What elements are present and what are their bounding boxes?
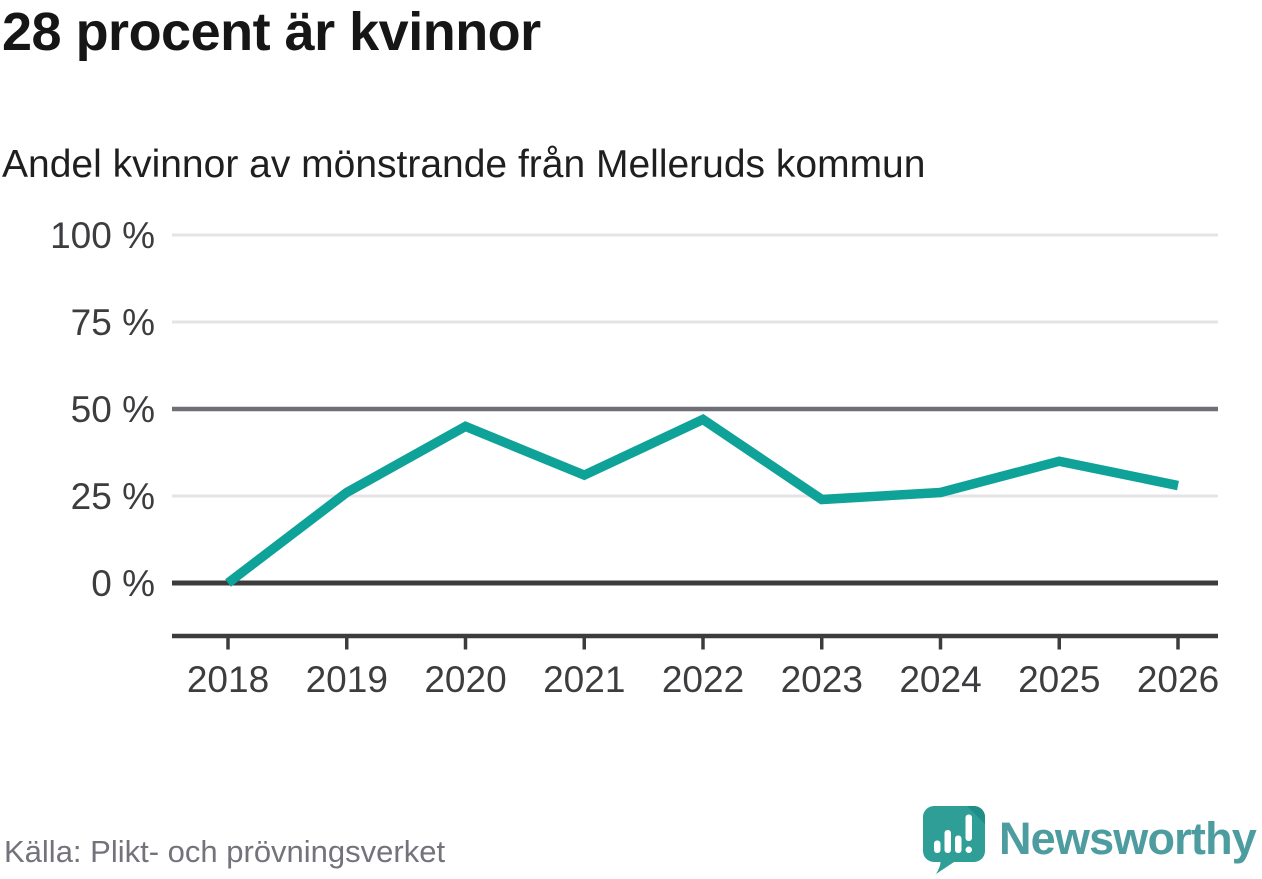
x-axis-label-2026: 2026 xyxy=(1137,659,1219,700)
x-axis-label-2023: 2023 xyxy=(781,659,863,700)
line-chart: 0 % 25 % 50 % 75 % 100 % 2018 2019 2020 2021 2022… xyxy=(50,215,1219,700)
y-axis-label-75: 75 % xyxy=(71,302,155,343)
logo-exclamation-bar xyxy=(965,814,972,841)
y-axis-label-25: 25 % xyxy=(71,476,155,517)
y-axis-label-100: 100 % xyxy=(50,215,155,256)
x-axis-label-2019: 2019 xyxy=(306,659,388,700)
newsworthy-brand: Newsworthy xyxy=(921,804,1257,874)
brand-wordmark: Newsworthy xyxy=(998,813,1257,864)
chart-subtitle: Andel kvinnor av mönstrande från Melleru… xyxy=(2,143,926,186)
page-title: 28 procent är kvinnor xyxy=(2,2,541,62)
y-axis-label-50: 50 % xyxy=(71,389,155,430)
x-axis-label-2022: 2022 xyxy=(662,659,744,700)
x-axis-label-2025: 2025 xyxy=(1018,659,1100,700)
newsworthy-logo-icon xyxy=(922,806,985,874)
x-axis-label-2021: 2021 xyxy=(543,659,625,700)
data-line-andel-kvinnor xyxy=(225,413,1179,587)
source-credit: Källa: Plikt- och prövningsverket xyxy=(4,834,446,869)
logo-exclamation-dot xyxy=(965,846,972,853)
logo-fold xyxy=(966,806,985,824)
x-axis-label-2024: 2024 xyxy=(899,659,981,700)
logo-bar-3 xyxy=(954,835,962,853)
x-axis-label-2018: 2018 xyxy=(187,659,269,700)
x-axis-label-2020: 2020 xyxy=(424,659,506,700)
logo-bar-2 xyxy=(944,830,951,853)
logo-bubble xyxy=(922,806,985,874)
y-axis-label-0: 0 % xyxy=(91,563,155,604)
logo-bar-1 xyxy=(933,840,941,853)
